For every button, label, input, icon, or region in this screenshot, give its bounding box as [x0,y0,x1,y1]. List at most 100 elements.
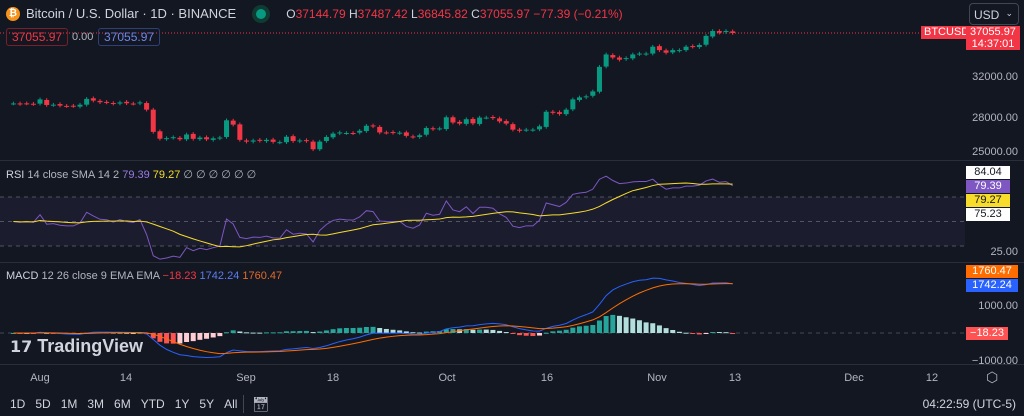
candle [463,119,469,124]
buy-price-button[interactable]: 37055.97 [98,28,161,46]
candle [303,140,309,142]
macd-histogram-bar [377,327,383,333]
macd-histogram-bar [690,333,696,334]
candle [263,139,269,142]
rsi-value-tag: 79.39 [966,180,1010,193]
macd-histogram-bar [603,316,609,333]
macd-histogram-bar [523,333,529,336]
symbol-title[interactable]: Bitcoin / U.S. Dollar · 1D · BINANCE [26,6,237,21]
candle [190,133,196,139]
candle [596,66,602,92]
range-button-all[interactable]: All [224,397,238,411]
clock[interactable]: 04:22:59 (UTC-5) [922,397,1016,411]
candle [337,132,343,134]
candle [716,31,722,33]
macd-histogram-bar [270,332,276,334]
macd-histogram-bar [337,328,343,333]
ohlc-values: O37144.79 H37487.42 L36845.82 C37055.97 … [286,6,623,21]
range-button-ytd[interactable]: YTD [140,397,165,411]
macd-histogram-bar [177,333,183,344]
macd-histogram-bar [190,333,196,342]
candle [603,54,609,67]
candle [10,103,16,105]
rsi-legend[interactable]: RSI 14 close SMA 14 2 79.39 79.27 ∅ ∅ ∅ … [6,169,257,181]
macd-histogram-bar [370,326,376,333]
candle [290,136,296,142]
rsi-sma-tag: 79.27 [966,194,1010,207]
candle [550,111,556,113]
macd-histogram-bar [577,326,582,333]
macd-histogram-bar [250,332,256,334]
macd-histogram-bar [363,326,369,333]
macd-histogram-bar [477,329,483,333]
macd-legend[interactable]: MACD 12 26 close 9 EMA EMA −18.23 1742.2… [6,270,283,282]
candle [477,117,483,124]
candle [97,100,103,103]
candle [423,127,429,135]
macd-histogram-bar [230,330,236,333]
macd-histogram-bar [244,332,249,334]
candle [257,139,263,141]
macd-histogram-bar [723,332,729,334]
time-tick: 16 [540,372,554,384]
candle [204,137,210,140]
candle [237,124,243,140]
candle [656,46,662,51]
pane-separator[interactable] [0,160,1024,161]
range-button-1y[interactable]: 1Y [174,397,190,411]
candle [577,97,582,100]
range-button-5y[interactable]: 5Y [199,397,215,411]
market-status-icon[interactable] [256,8,267,19]
macd-histogram-bar [290,331,296,333]
sell-price-button[interactable]: 37055.97 [6,28,69,46]
range-button-3m[interactable]: 3M [87,397,105,411]
range-button-5d[interactable]: 5D [35,397,51,411]
candle [730,31,736,33]
settings-icon[interactable]: ⬡ [986,369,999,385]
macd-histogram-bar [663,328,669,333]
time-tick: 18 [326,372,340,384]
candle [377,126,383,133]
range-button-1m[interactable]: 1M [60,397,78,411]
macd-histogram-bar [636,320,642,333]
currency-select[interactable]: USD ⌄ [969,3,1019,25]
range-button-1d[interactable]: 1D [10,397,26,411]
candle [430,128,436,130]
macd-histogram-bar [643,322,649,333]
macd-histogram-bar [563,329,569,333]
macd-histogram-bar [357,327,363,333]
macd-histogram-bar [204,333,210,339]
candle [403,132,409,136]
macd-histogram-bar [323,330,329,333]
macd-histogram-bar [557,330,563,333]
rsi-upper-tag: 84.04 [966,166,1010,179]
candle [676,50,682,52]
macd-histogram-bar [530,333,536,337]
macd-histogram-bar [683,332,689,334]
candle [30,103,36,105]
rsi-sma-line [13,182,733,248]
candle [283,136,289,143]
macd-histogram-bar [197,333,203,340]
candle [137,102,143,104]
candle [350,133,356,135]
date-range-calendar-icon[interactable]: 📅︎ [252,396,270,412]
macd-histogram-bar [583,325,589,333]
macd-histogram-bar [44,332,50,334]
candle [104,101,110,103]
spread: 0.00 [72,31,94,43]
macd-histogram-bar [124,332,130,334]
macd-histogram-bar [283,331,289,333]
candle [450,117,456,123]
candle [543,111,549,127]
macd-histogram-bar [130,332,136,334]
range-button-6m[interactable]: 6M [114,397,131,411]
tradingview-logo[interactable]: 𝟭𝟳 TradingView [10,336,143,356]
candle [670,50,676,53]
pane-separator[interactable] [0,262,1024,263]
candle [184,134,190,140]
macd-histogram-bar [510,333,516,334]
candle [570,99,576,110]
candle [144,103,150,110]
